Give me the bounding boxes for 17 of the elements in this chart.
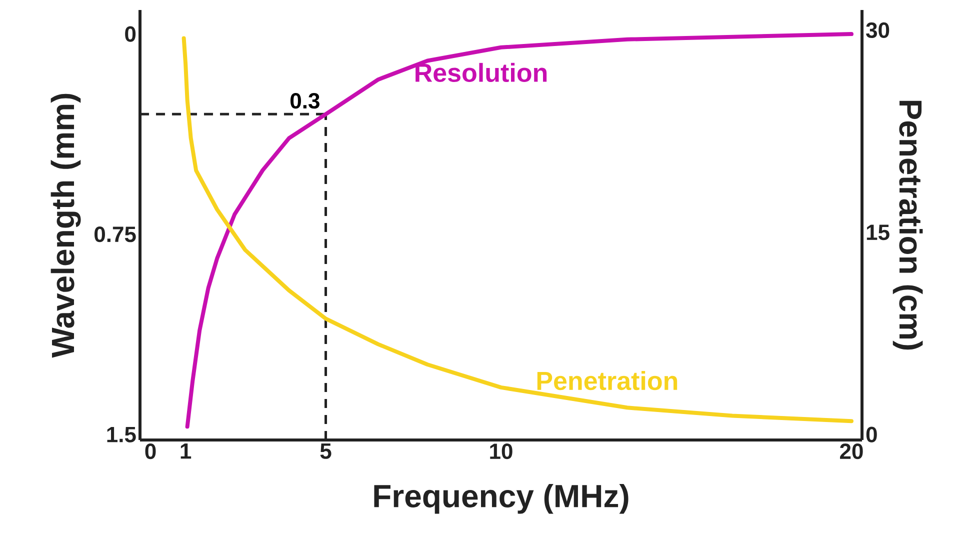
series-label: Resolution — [416, 62, 547, 82]
x-axis-title: Frequency (MHz) — [374, 484, 628, 514]
y2-tick-label: 15 — [866, 224, 890, 240]
x-tick-label: 1 — [180, 444, 192, 459]
y-axis-title: Wavelength (mm) — [50, 94, 81, 358]
y-tick-label: 1.5 — [107, 426, 136, 442]
x-tick-label: 5 — [320, 444, 332, 459]
annotation: 0.3 — [290, 93, 320, 109]
y2-axis-title: Penetration (cm) — [892, 100, 923, 350]
x-tick-label: 10 — [490, 444, 512, 460]
x-tick-label: 20 — [840, 444, 863, 460]
x-tick-label: 0 — [145, 444, 156, 460]
y-tick-label: 0 — [125, 26, 136, 42]
y-tick-label: 0.75 — [94, 226, 136, 242]
series-label: Penetration — [537, 371, 678, 390]
y2-tick-label: 0 — [866, 426, 877, 442]
y2-tick-label: 30 — [866, 22, 890, 38]
